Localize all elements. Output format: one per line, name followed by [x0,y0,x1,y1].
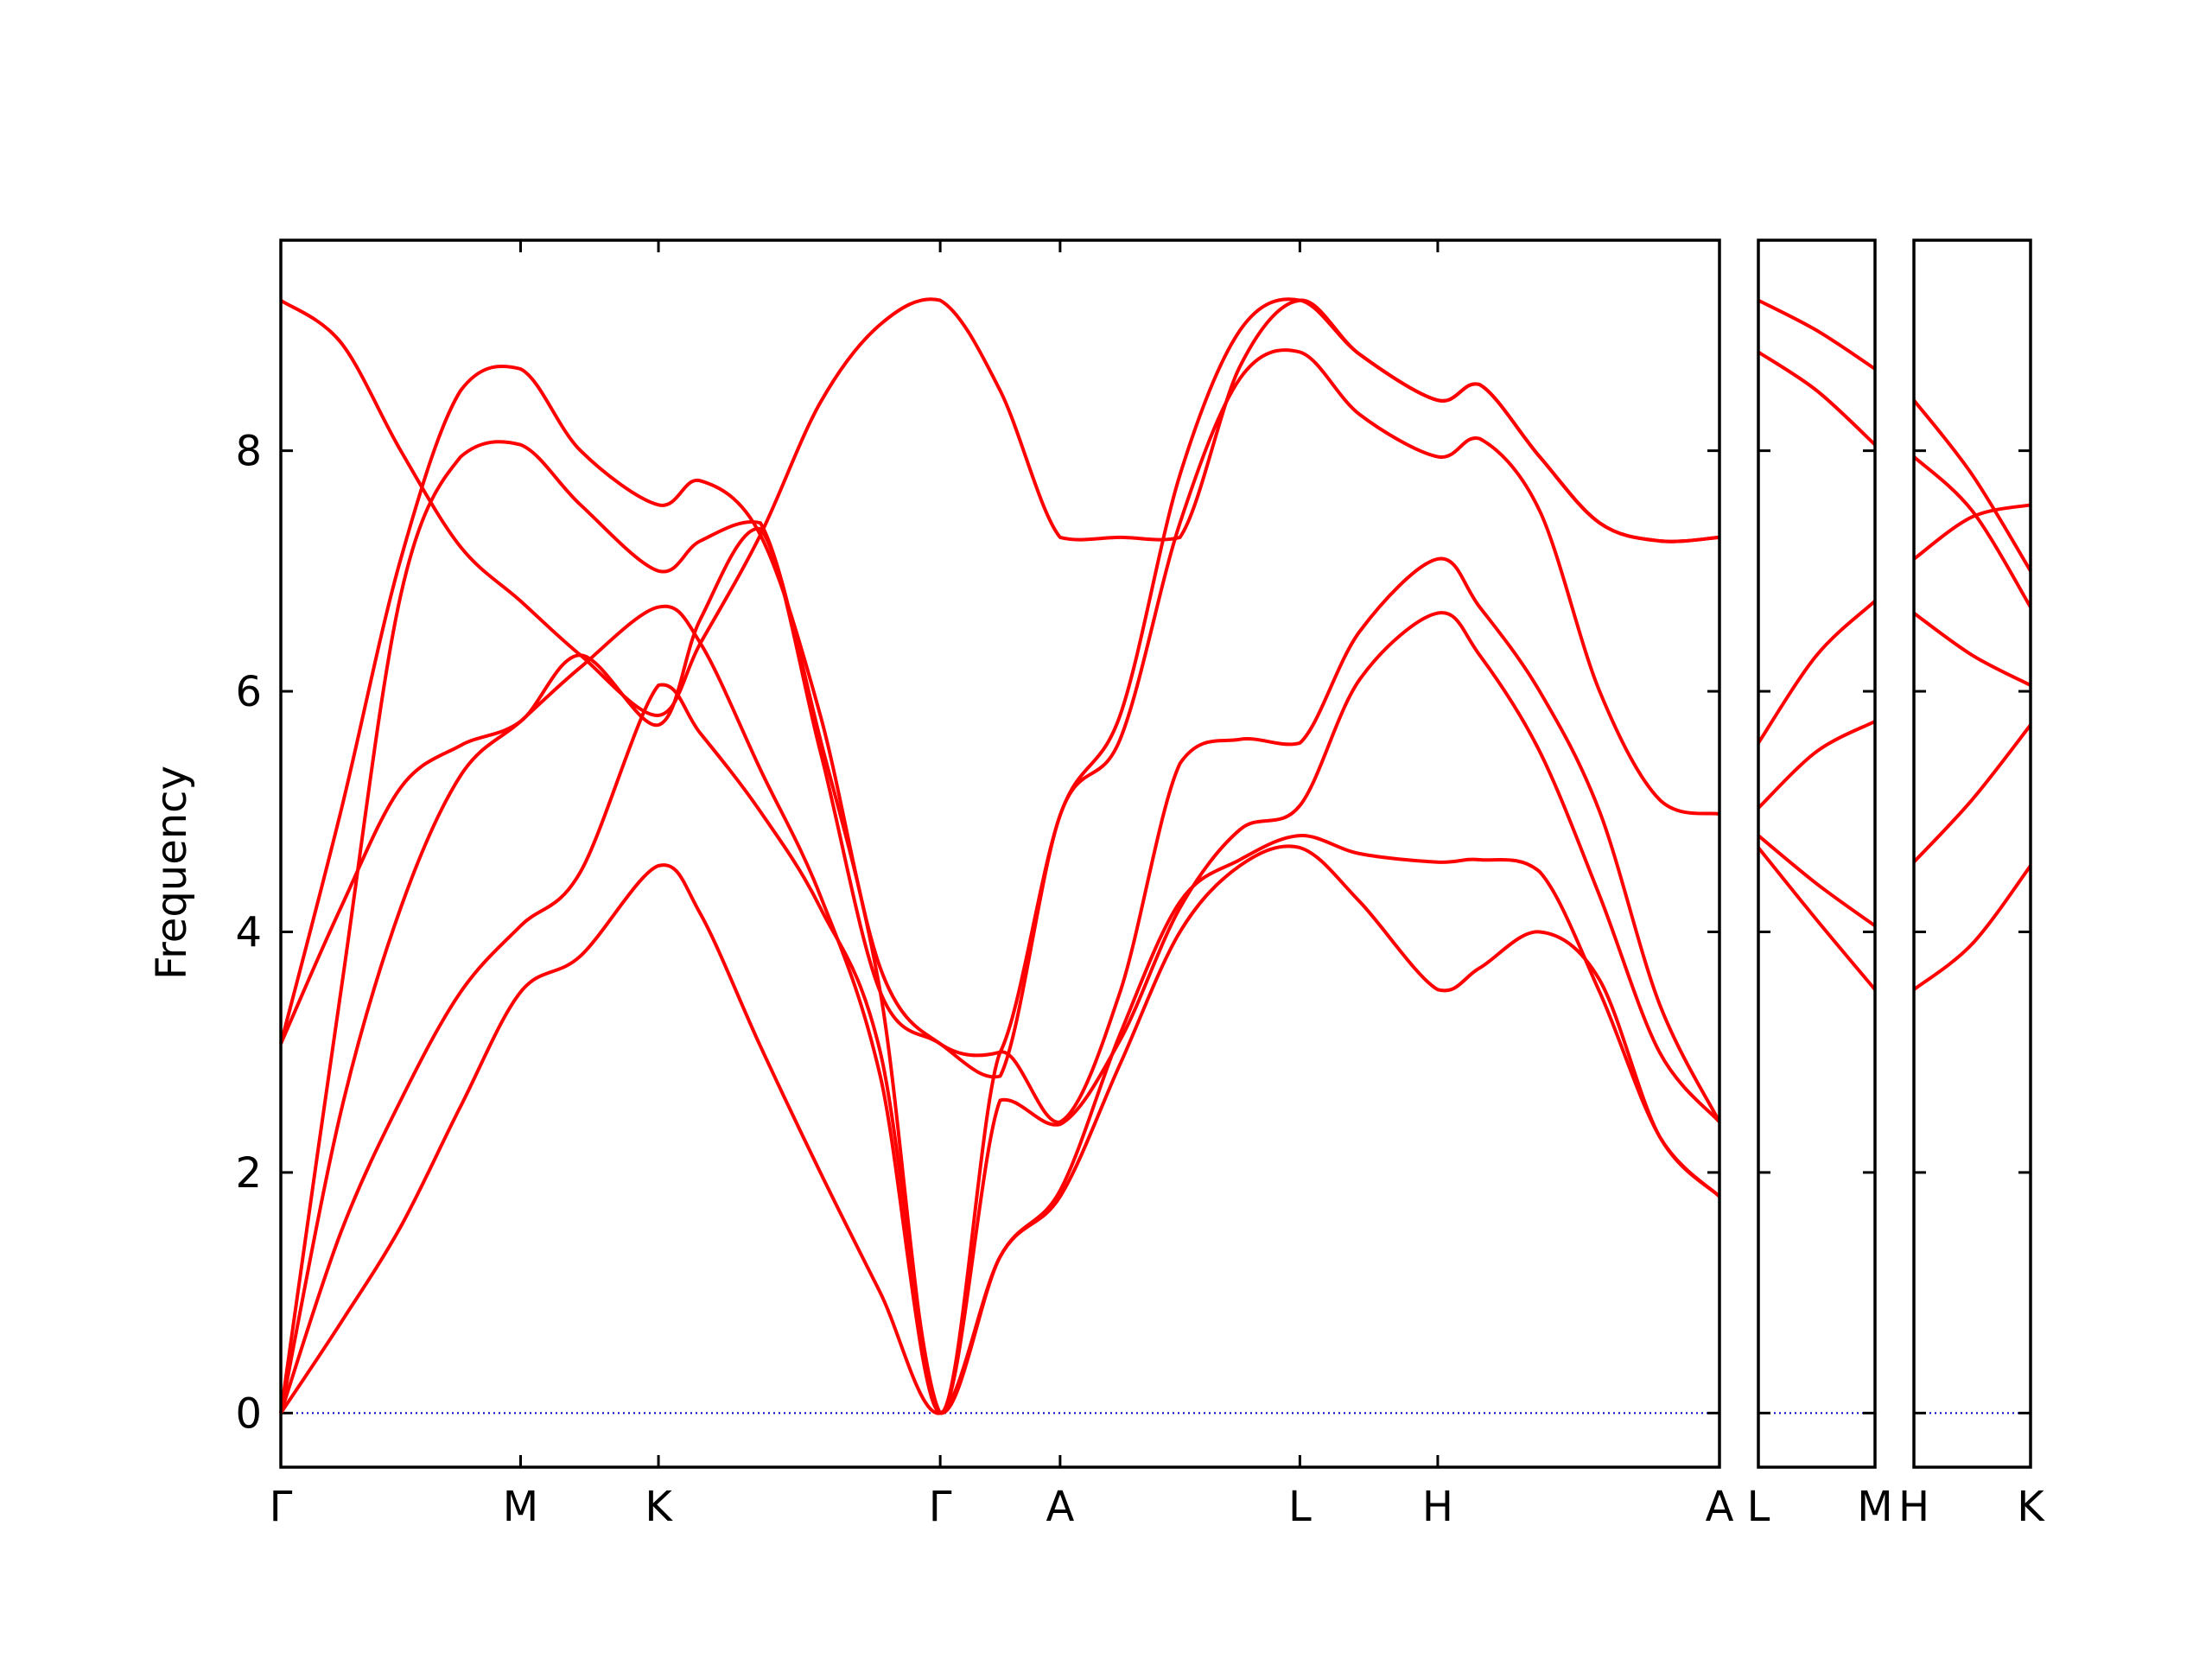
band-1 [279,844,1721,1415]
x-tick-label: M [1857,1483,1892,1531]
x-tick-label: K [2017,1483,2045,1531]
x-tick-label: L [1288,1483,1312,1531]
panel-p1: 0 2 4 6 8 Γ M K Γ A L H A [235,238,1734,1531]
y-axis-label: Frequency [148,766,196,980]
y-tick-label: 4 [235,908,262,957]
band-4 [279,440,1721,1415]
x-tick-label: Γ [270,1483,293,1531]
band-1 [1912,864,2032,991]
x-tick-label: L [1747,1483,1770,1531]
band-4 [1912,503,2031,561]
band-6 [279,297,1720,1058]
band-7 [279,297,1720,717]
band-6 [1912,398,2032,572]
x-tick-label: K [645,1483,673,1531]
panel-frame [1757,238,1877,1469]
y-tick-label: 2 [235,1149,262,1198]
band-2 [1912,723,2032,864]
band-6 [1758,298,1877,371]
band-3 [1757,720,1876,810]
x-tick-label: Γ [929,1483,952,1531]
band-2 [279,683,1721,1415]
band-4 [1757,600,1877,745]
x-tick-label: M [503,1483,538,1531]
band-5 [1757,350,1877,447]
panel-frame [1912,238,2032,1469]
band-1 [1757,846,1877,991]
x-tick-label: H [1898,1483,1929,1531]
band-5 [279,348,1720,1079]
x-tick-label: A [1046,1483,1074,1531]
band-2 [1757,834,1877,928]
x-tick-label: H [1422,1483,1453,1531]
y-tick-label: 6 [235,668,262,716]
y-tick-label: 0 [235,1389,262,1438]
y-tick-label: 8 [235,428,262,476]
panel-frame [279,238,1721,1469]
band-3 [279,604,1721,1415]
band-5 [1912,455,2032,608]
x-tick-label: A [1706,1483,1734,1531]
band-3 [1912,611,2031,687]
